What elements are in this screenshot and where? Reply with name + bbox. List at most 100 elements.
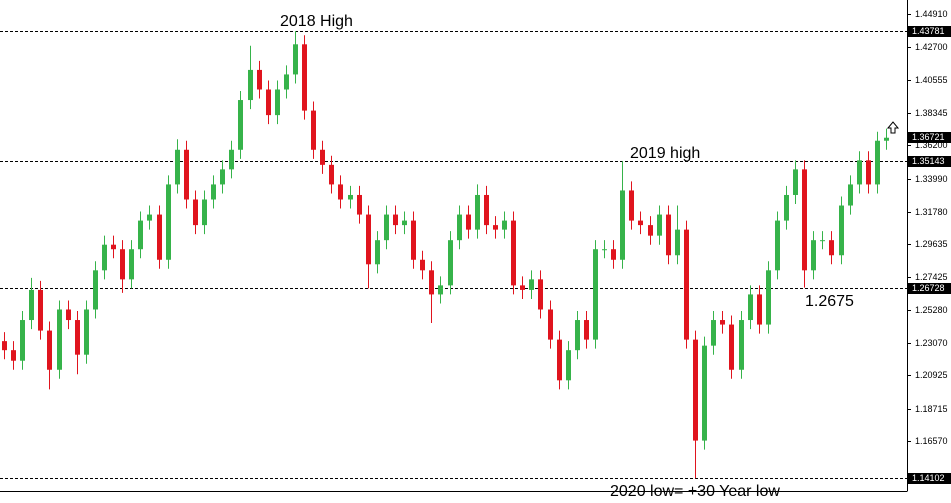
candle-body <box>839 205 844 256</box>
candle-body <box>266 89 271 116</box>
candle-body <box>475 194 480 230</box>
candle-body <box>666 214 671 256</box>
candle-body <box>193 199 198 226</box>
candle-body <box>11 350 16 361</box>
candle-body <box>84 309 89 355</box>
candle-body <box>657 214 662 236</box>
candle-body <box>848 184 853 206</box>
candle-body <box>584 320 589 340</box>
candle-body <box>575 320 580 351</box>
candle-body <box>329 164 334 185</box>
candle-body <box>629 190 634 221</box>
level-label: 1.35143 <box>912 156 945 166</box>
candle-body <box>229 149 234 170</box>
candle-body <box>393 214 398 226</box>
candle-body <box>38 289 43 331</box>
candle-body <box>93 270 98 310</box>
y-tick-label: 1.44910 <box>915 9 948 19</box>
candle-body <box>557 339 562 381</box>
level-label: 1.43781 <box>912 26 945 36</box>
candle-body <box>866 160 871 185</box>
candle-body <box>57 309 62 370</box>
candle-body <box>829 240 834 256</box>
candle-body <box>157 214 162 260</box>
last-price-label: 1.36721 <box>912 132 945 142</box>
y-tick-label: 1.29635 <box>915 239 948 249</box>
annotation: 2020 low= +30 Year low <box>610 483 780 500</box>
annotation: 2018 High <box>280 13 353 30</box>
candle-body <box>293 44 298 75</box>
y-tick-label: 1.25280 <box>915 305 948 315</box>
candle-body <box>420 259 425 271</box>
candle-body <box>648 225 653 236</box>
candle-body <box>602 249 607 251</box>
candle-body <box>520 285 525 290</box>
candle-body <box>102 244 107 271</box>
candle-body <box>411 220 416 260</box>
candle-body <box>438 285 443 295</box>
candle-body <box>311 110 316 150</box>
candle-body <box>711 320 716 346</box>
candle-body <box>820 240 825 242</box>
level-box <box>908 26 951 37</box>
y-tick-label: 1.20925 <box>915 370 948 380</box>
candle-body <box>684 229 689 340</box>
y-tick-label: 1.33990 <box>915 174 948 184</box>
candle-body <box>402 220 407 226</box>
candle-body <box>138 220 143 250</box>
candle-body <box>538 279 543 310</box>
candle-body <box>766 270 771 325</box>
candle-body <box>20 320 25 361</box>
candle-body <box>739 320 744 370</box>
y-tick-label: 1.42700 <box>915 42 948 52</box>
candle-body <box>611 249 616 260</box>
candle-body <box>793 169 798 195</box>
candle-body <box>466 214 471 230</box>
y-tick-label: 1.18715 <box>915 404 948 414</box>
candle-body <box>884 137 889 141</box>
candle-body <box>284 74 289 90</box>
candle-body <box>675 229 680 256</box>
level-label: 1.26728 <box>912 283 945 293</box>
candle-body <box>384 214 389 241</box>
candle-body <box>784 194 789 221</box>
up-arrow-icon <box>886 121 900 134</box>
candle-body <box>166 184 171 260</box>
candle-body <box>593 249 598 340</box>
y-tick-label: 1.31780 <box>915 207 948 217</box>
candle-body <box>566 350 571 381</box>
candle-body <box>66 309 71 321</box>
candle-body <box>302 44 307 111</box>
y-tick-label: 1.27425 <box>915 272 948 282</box>
candle-body <box>320 149 325 165</box>
level-box <box>908 283 951 294</box>
y-tick-label: 1.23070 <box>915 338 948 348</box>
last-price-box <box>908 132 951 143</box>
candle-body <box>511 220 516 286</box>
candle-body <box>184 149 189 200</box>
candle-body <box>338 184 343 200</box>
candle-body <box>720 320 725 325</box>
candle-body <box>348 194 353 200</box>
candle-body <box>429 270 434 295</box>
candle-body <box>257 69 262 90</box>
candle-body <box>211 184 216 200</box>
candle-body <box>366 214 371 265</box>
y-tick-label: 1.16570 <box>915 436 948 446</box>
candle-body <box>548 309 553 340</box>
candle-body <box>484 194 489 226</box>
y-tick-label: 1.38345 <box>915 108 948 118</box>
level-box <box>908 473 951 484</box>
candle-body <box>775 220 780 271</box>
candle-body <box>748 294 753 321</box>
candle-body <box>757 294 762 325</box>
annotation: 1.2675 <box>805 293 854 310</box>
y-tick-label: 1.40555 <box>915 75 948 85</box>
candle-body <box>457 214 462 241</box>
candle-body <box>248 69 253 101</box>
candle-body <box>729 324 734 370</box>
candle-body <box>502 220 507 230</box>
